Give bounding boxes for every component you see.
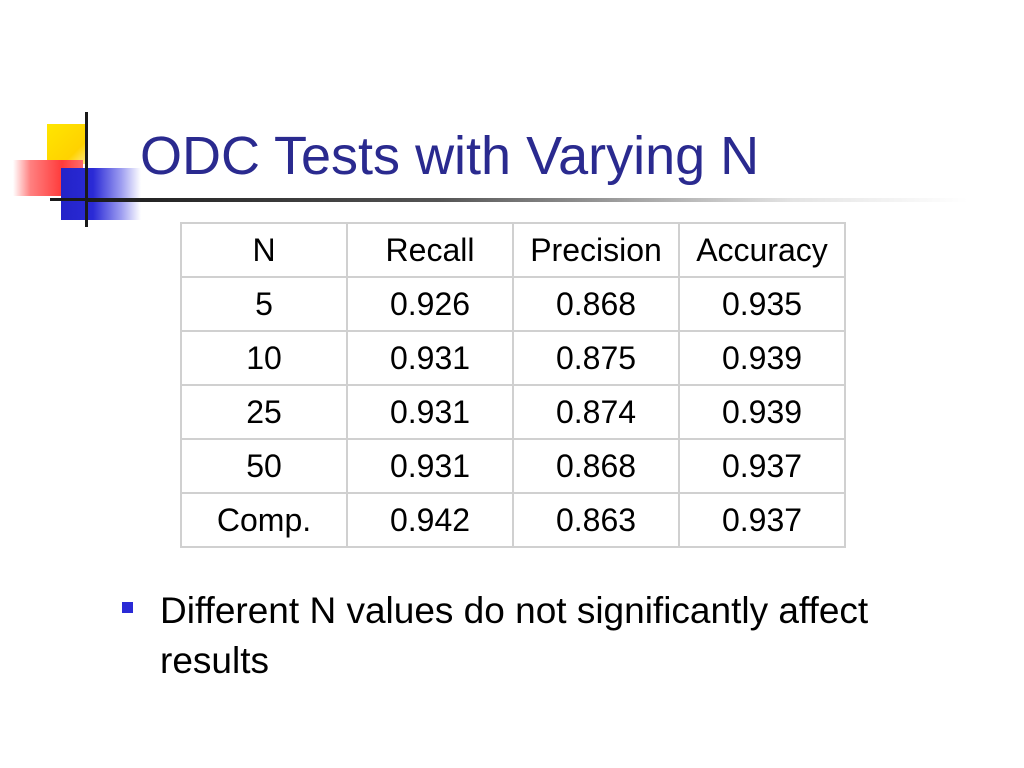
table-cell: 0.931: [346, 384, 514, 440]
bullet-text: Different N values do not significantly …: [160, 590, 869, 681]
blue-gradient-shape: [61, 168, 141, 220]
title-underline-rule: [88, 198, 968, 202]
table-cell: 0.939: [678, 330, 846, 386]
table-row: 5 0.926 0.868 0.935: [180, 276, 846, 332]
table-cell: 0.931: [346, 438, 514, 494]
header-cell-n: N: [180, 222, 348, 278]
table-cell: 25: [180, 384, 348, 440]
table-cell: 0.868: [512, 276, 680, 332]
square-bullet-icon: [122, 602, 133, 613]
table-cell: 5: [180, 276, 348, 332]
decorative-corner-logo: [0, 0, 160, 240]
table-header-row: N Recall Precision Accuracy: [180, 222, 846, 278]
table-cell: 10: [180, 330, 348, 386]
table-cell: 0.931: [346, 330, 514, 386]
header-cell-accuracy: Accuracy: [678, 222, 846, 278]
results-table: N Recall Precision Accuracy 5 0.926 0.86…: [180, 222, 846, 548]
table-row: 50 0.931 0.868 0.937: [180, 438, 846, 494]
table-cell: 0.942: [346, 492, 514, 548]
table-cell: Comp.: [180, 492, 348, 548]
table-cell: 0.868: [512, 438, 680, 494]
slide-title: ODC Tests with Varying N: [140, 126, 760, 186]
table-cell: 0.863: [512, 492, 680, 548]
vertical-line-shape: [85, 112, 88, 227]
table-cell: 50: [180, 438, 348, 494]
table-row: 25 0.931 0.874 0.939: [180, 384, 846, 440]
table-cell: 0.937: [678, 492, 846, 548]
table-cell: 0.939: [678, 384, 846, 440]
table-row: Comp. 0.942 0.863 0.937: [180, 492, 846, 548]
yellow-square-shape: [47, 124, 87, 164]
table-cell: 0.937: [678, 438, 846, 494]
table-cell: 0.926: [346, 276, 514, 332]
table-cell: 0.875: [512, 330, 680, 386]
header-cell-precision: Precision: [512, 222, 680, 278]
header-cell-recall: Recall: [346, 222, 514, 278]
table-cell: 0.935: [678, 276, 846, 332]
table-cell: 0.874: [512, 384, 680, 440]
table-row: 10 0.931 0.875 0.939: [180, 330, 846, 386]
